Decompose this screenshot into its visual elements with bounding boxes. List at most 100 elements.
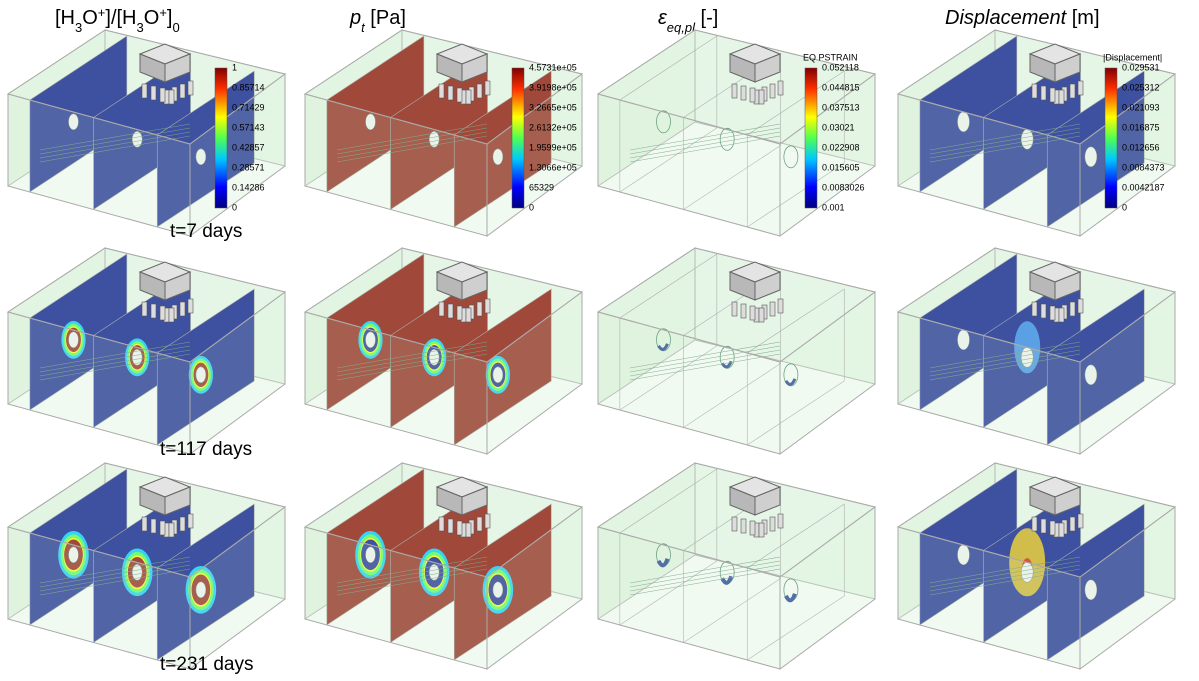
legend-label: 0.0083026 bbox=[822, 182, 865, 192]
pillar bbox=[741, 304, 746, 318]
pillar bbox=[778, 81, 783, 95]
pillar bbox=[188, 299, 193, 313]
pillar bbox=[1059, 523, 1064, 537]
panel bbox=[8, 463, 285, 669]
pillar bbox=[477, 84, 482, 98]
panel bbox=[305, 248, 582, 454]
pillar bbox=[188, 81, 193, 95]
pillar bbox=[1041, 86, 1046, 100]
pillar bbox=[1032, 517, 1037, 531]
panel bbox=[898, 463, 1175, 669]
pillar bbox=[778, 514, 783, 528]
pillar bbox=[750, 521, 755, 535]
legend-label: 0 bbox=[529, 202, 534, 212]
pillar bbox=[732, 84, 737, 98]
pillar bbox=[732, 302, 737, 316]
legend-label: 0 bbox=[1122, 202, 1127, 212]
legend-label: 1 bbox=[232, 62, 237, 72]
legend-label: 0.001 bbox=[822, 202, 845, 212]
pillar bbox=[457, 306, 462, 320]
pillar bbox=[1070, 517, 1075, 531]
pillar bbox=[448, 304, 453, 318]
legend-label: 1.3066e+05 bbox=[529, 162, 577, 172]
pillar bbox=[448, 519, 453, 533]
pillar bbox=[477, 302, 482, 316]
pillar bbox=[142, 517, 147, 531]
pillar bbox=[466, 308, 471, 322]
legend-label: 65329 bbox=[529, 182, 554, 192]
figure: [H3O+]/[H3O+]0 pt [Pa] εeq,pl [-] Displa… bbox=[0, 0, 1199, 681]
pillar bbox=[750, 88, 755, 102]
legend-label: 0.0084373 bbox=[1122, 162, 1165, 172]
pillar bbox=[457, 521, 462, 535]
pillar bbox=[770, 517, 775, 531]
legend-label: 1.9599e+05 bbox=[529, 142, 577, 152]
legend-label: 3.2665e+05 bbox=[529, 102, 577, 112]
legend-title: |Displacement| bbox=[1103, 52, 1162, 62]
pillar bbox=[151, 86, 156, 100]
legend-label: 4.5731e+05 bbox=[529, 62, 577, 72]
legend-label: 0.14286 bbox=[232, 182, 265, 192]
pillar bbox=[778, 299, 783, 313]
header: Displacement [m] bbox=[945, 7, 1100, 29]
pillar bbox=[770, 84, 775, 98]
legend-label: 0.025312 bbox=[1122, 82, 1160, 92]
pillar bbox=[1041, 519, 1046, 533]
colorbar bbox=[215, 68, 227, 208]
legend-label: 0.016875 bbox=[1122, 122, 1160, 132]
pillar bbox=[151, 519, 156, 533]
pillar bbox=[180, 302, 185, 316]
pillar bbox=[741, 86, 746, 100]
header: [H3O+]/[H3O+]0 bbox=[55, 5, 180, 35]
pillar bbox=[750, 306, 755, 320]
pillar bbox=[485, 299, 490, 313]
pillar bbox=[1070, 84, 1075, 98]
panel: 4.5731e+05 3.9198e+05 3.2665e+05 2.6132e+05… bbox=[305, 30, 582, 236]
legend-label: 0.012656 bbox=[1122, 142, 1160, 152]
pillar bbox=[1059, 308, 1064, 322]
pillar bbox=[169, 523, 174, 537]
legend-label: 0.71429 bbox=[232, 102, 265, 112]
pillar bbox=[466, 523, 471, 537]
pillar bbox=[759, 308, 764, 322]
pillar bbox=[732, 517, 737, 531]
legend-label: 0.0042187 bbox=[1122, 182, 1165, 192]
colorbar bbox=[805, 68, 817, 208]
pillar bbox=[1050, 521, 1055, 535]
legend-label: 2.6132e+05 bbox=[529, 122, 577, 132]
time-label: t=231 days bbox=[160, 654, 254, 675]
legend-label: 0.021093 bbox=[1122, 102, 1160, 112]
panel bbox=[305, 463, 582, 669]
pillar bbox=[448, 86, 453, 100]
legend-label: 0.42857 bbox=[232, 142, 265, 152]
panel bbox=[8, 248, 285, 454]
pillar bbox=[439, 517, 444, 531]
colorbar bbox=[512, 68, 524, 208]
panel bbox=[598, 463, 875, 669]
legend-label: 0.044815 bbox=[822, 82, 860, 92]
pillar bbox=[485, 81, 490, 95]
legend-label: 0 bbox=[232, 202, 237, 212]
pillar bbox=[1032, 302, 1037, 316]
pillar bbox=[151, 304, 156, 318]
time-label: t=117 days bbox=[160, 439, 252, 460]
pillar bbox=[759, 90, 764, 104]
pillar bbox=[477, 517, 482, 531]
pillar bbox=[180, 84, 185, 98]
panel bbox=[898, 248, 1175, 454]
legend-label: 0.85714 bbox=[232, 82, 265, 92]
colorbar bbox=[1105, 68, 1117, 208]
pillar bbox=[188, 514, 193, 528]
legend-label: 0.022908 bbox=[822, 142, 860, 152]
panel: |Displacement|0.0295310.0253120.0210930.… bbox=[898, 30, 1175, 236]
header: εeq,pl [-] bbox=[658, 7, 718, 35]
pillar bbox=[741, 519, 746, 533]
legend-label: 0.57143 bbox=[232, 122, 265, 132]
pillar bbox=[1078, 514, 1083, 528]
pillar bbox=[1050, 306, 1055, 320]
legend-label: 0.03021 bbox=[822, 122, 855, 132]
legend-label: 3.9198e+05 bbox=[529, 82, 577, 92]
pillar bbox=[1078, 299, 1083, 313]
pillar bbox=[1050, 88, 1055, 102]
pillar bbox=[770, 302, 775, 316]
